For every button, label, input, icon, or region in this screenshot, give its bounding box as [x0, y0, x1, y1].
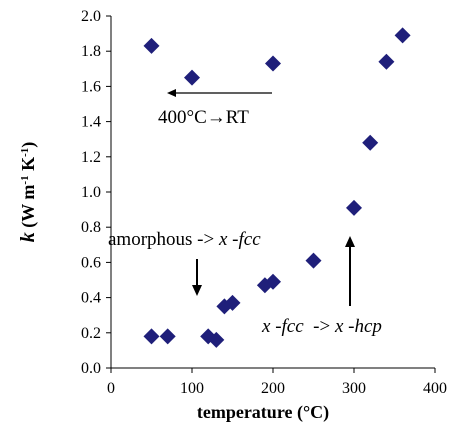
y-tick-label: 1.6 [81, 78, 101, 95]
y-tick-label: 1.8 [81, 43, 101, 60]
y-tick-label: 2.0 [81, 8, 101, 25]
y-tick-label: 0.8 [81, 219, 101, 236]
data-point-diamond [208, 331, 225, 348]
cooling-annotation: 400°C→RT [158, 107, 249, 128]
y-tick-label: 0.4 [81, 290, 101, 307]
cooling-arrowhead [167, 89, 176, 97]
y-tick-label: 0.0 [81, 360, 101, 377]
data-point-diamond [224, 294, 241, 311]
data-point-diamond [346, 199, 362, 216]
data-point-diamond [362, 134, 379, 151]
y-tick-label: 1.0 [81, 184, 101, 201]
data-point-diamond [184, 69, 200, 86]
data-point-diamond [159, 328, 176, 345]
amorphous-arrowhead [192, 285, 202, 296]
data-point-diamond [265, 273, 281, 290]
data-point-diamond [394, 27, 411, 44]
x-tick-label: 300 [342, 380, 366, 397]
y-tick-label: 0.6 [81, 254, 101, 271]
y-tick-label: 1.4 [81, 114, 101, 131]
hcp-annotation: x -fcc -> x -hcp [261, 316, 382, 337]
data-point-diamond [265, 55, 281, 72]
data-points [143, 27, 411, 348]
x-axis-ticks: 0 100 200 300 400 [107, 368, 447, 397]
data-point-diamond [143, 37, 160, 54]
data-point-diamond [305, 252, 322, 269]
data-point-diamond [143, 328, 160, 345]
y-tick-label: 0.2 [81, 325, 101, 342]
x-tick-label: 200 [261, 380, 285, 397]
x-axis-title: temperature (°C) [197, 402, 329, 423]
data-point-diamond [378, 53, 395, 70]
y-axis-title: k (W m-1 K-1) [17, 142, 39, 243]
y-tick-label: 1.2 [81, 149, 101, 166]
x-tick-label: 400 [423, 380, 447, 397]
amorphous-annotation: amorphous -> x -fcc [108, 229, 261, 250]
hcp-arrowhead [345, 236, 355, 247]
x-tick-label: 100 [180, 380, 204, 397]
y-axis-ticks: 0.0 0.2 0.4 0.6 0.8 1.0 1.2 1.4 1.6 1.8 2.0 [81, 8, 111, 377]
x-tick-label: 0 [107, 380, 115, 397]
